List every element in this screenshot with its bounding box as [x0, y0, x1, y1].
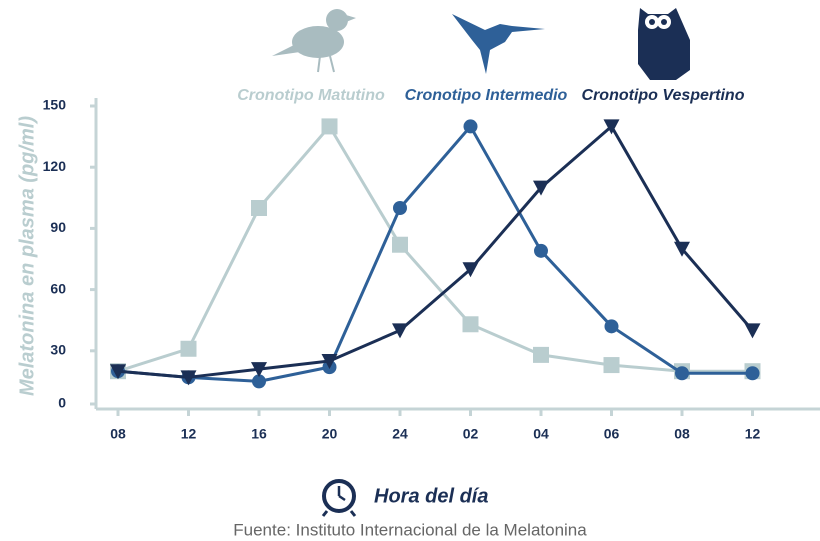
- triangle-marker: [180, 370, 197, 386]
- x-tick-label: 06: [604, 426, 620, 442]
- square-marker: [533, 346, 549, 363]
- square-marker: [251, 200, 267, 216]
- triangle-marker: [744, 323, 761, 339]
- y-tick-label: 150: [43, 97, 67, 113]
- source: Fuente: Instituto Internacional de la Me…: [233, 520, 587, 539]
- x-tick-label: 24: [392, 426, 408, 442]
- triangle-marker: [462, 262, 479, 278]
- x-tick-label: 16: [251, 426, 267, 442]
- morning-bird-icon: [272, 9, 356, 73]
- hummingbird-icon: [452, 14, 545, 74]
- circle-marker: [534, 243, 548, 258]
- circle-marker: [463, 119, 478, 134]
- x-axis-title: Hora del día: [374, 485, 488, 507]
- x-tick-label: 12: [181, 426, 197, 442]
- circle-marker: [745, 366, 760, 381]
- x-tick-label: 02: [463, 426, 479, 442]
- circle-marker: [604, 319, 619, 334]
- series-line: [117, 124, 754, 379]
- circle-marker: [675, 366, 689, 381]
- x-tick-label: 08: [674, 426, 690, 442]
- triangle-marker: [533, 180, 549, 196]
- triangle-marker: [603, 119, 620, 135]
- square-marker: [321, 118, 338, 135]
- legend-label: Cronotipo Vespertino: [582, 87, 745, 104]
- square-marker: [462, 316, 479, 333]
- x-tick-label: 08: [110, 426, 126, 442]
- y-tick-label: 0: [58, 395, 66, 411]
- square-marker: [392, 236, 408, 253]
- square-marker: [603, 357, 620, 374]
- owl-icon: [638, 8, 690, 80]
- x-tick-label: 20: [322, 426, 338, 442]
- square-marker: [180, 340, 197, 357]
- circle-marker: [393, 201, 407, 215]
- triangle-marker: [251, 362, 267, 378]
- triangle-marker: [321, 354, 338, 369]
- triangle-marker: [392, 323, 408, 339]
- clock-icon: [321, 479, 357, 517]
- x-tick-label: 04: [533, 426, 549, 442]
- y-axis-title: Melatonina en plasma (pg/ml): [16, 116, 38, 396]
- y-tick-label: 90: [50, 219, 66, 235]
- legend-label: Cronotipo Matutino: [237, 87, 385, 104]
- series-line: [117, 124, 753, 383]
- series-line: [117, 124, 753, 373]
- y-tick-label: 60: [50, 280, 66, 296]
- y-tick-label: 120: [43, 158, 67, 174]
- circle-marker: [252, 374, 266, 389]
- triangle-marker: [110, 364, 126, 380]
- triangle-marker: [674, 241, 690, 257]
- legend-label: Cronotipo Intermedio: [405, 87, 568, 104]
- y-tick-label: 30: [50, 342, 66, 358]
- x-tick-label: 12: [745, 426, 761, 442]
